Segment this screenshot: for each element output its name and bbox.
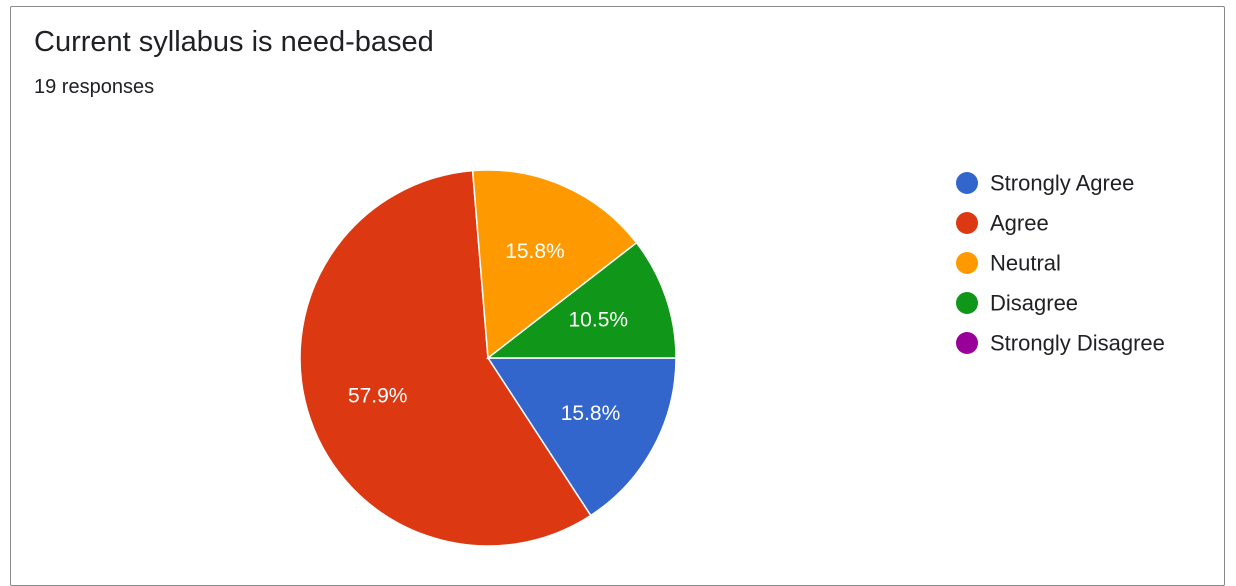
pie-chart: 15.8% 57.9% 15.8% 10.5% Strongly Agree Agree… xyxy=(299,169,1165,547)
slice-label-neutral: 15.8% xyxy=(505,240,565,263)
legend-label-disagree: Disagree xyxy=(990,291,1078,316)
legend-item-agree: Agree xyxy=(956,211,1049,236)
legend-marker-disagree xyxy=(956,292,978,314)
legend-label-neutral: Neutral xyxy=(990,251,1061,276)
slice-label-agree: 57.9% xyxy=(348,384,408,407)
pie-slice-neutral xyxy=(471,169,638,360)
legend-marker-agree xyxy=(956,212,978,234)
legend-label-strongly-agree: Strongly Agree xyxy=(990,171,1134,196)
legend-marker-strongly-disagree xyxy=(956,332,978,354)
chart-legend: Strongly Agree Agree Neutral Disagree Strong… xyxy=(956,171,1165,356)
legend-marker-neutral xyxy=(956,252,978,274)
pie-slice-strongly-agree xyxy=(486,357,677,517)
response-count: 19 responses xyxy=(34,76,155,98)
legend-item-strongly-agree: Strongly Agree xyxy=(956,171,1134,196)
pie-slice-labels: 15.8% 57.9% 15.8% 10.5% xyxy=(348,240,628,425)
slice-label-strongly-agree: 15.8% xyxy=(561,402,621,425)
chart-title: Current syllabus is need-based xyxy=(34,26,434,58)
legend-label-agree: Agree xyxy=(990,211,1049,236)
slice-label-disagree: 10.5% xyxy=(569,309,629,332)
legend-marker-strongly-agree xyxy=(956,172,978,194)
legend-item-strongly-disagree: Strongly Disagree xyxy=(956,331,1165,356)
legend-label-strongly-disagree: Strongly Disagree xyxy=(990,331,1165,356)
legend-item-disagree: Disagree xyxy=(956,291,1078,316)
pie-slice-disagree xyxy=(485,241,677,359)
pie-slice-agree xyxy=(299,169,592,547)
legend-item-neutral: Neutral xyxy=(956,251,1061,276)
pie-slices xyxy=(299,169,677,547)
